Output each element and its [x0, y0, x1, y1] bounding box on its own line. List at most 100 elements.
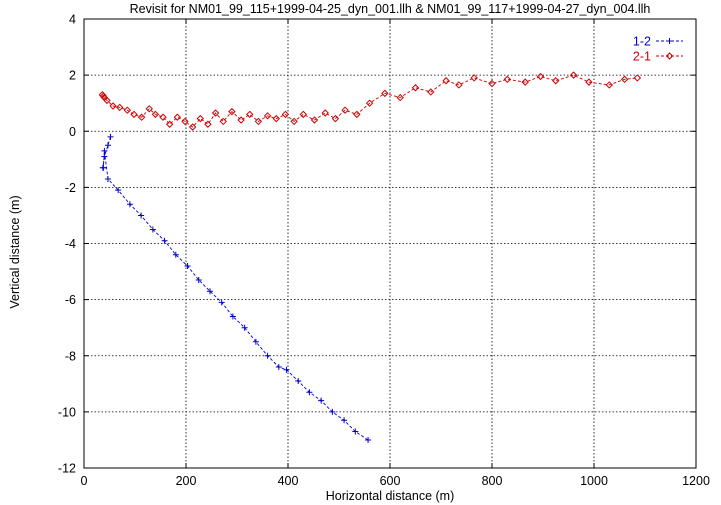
data-point-marker — [605, 81, 614, 89]
data-point-marker — [352, 428, 359, 435]
data-point-marker — [204, 120, 212, 128]
data-point-marker — [109, 102, 117, 110]
x-tick-label: 200 — [176, 474, 197, 488]
data-point-marker — [237, 116, 245, 124]
data-point-marker — [107, 133, 114, 140]
data-point-marker — [331, 114, 340, 123]
x-tick-label: 1200 — [682, 474, 710, 488]
series-0 — [99, 133, 372, 443]
data-point-marker — [295, 378, 302, 385]
data-point-marker — [165, 120, 174, 128]
y-tick-label: 4 — [69, 13, 76, 27]
data-point-marker — [299, 110, 308, 119]
data-point-marker — [211, 109, 220, 117]
y-tick-label: -2 — [65, 181, 76, 195]
data-point-marker — [188, 123, 197, 131]
data-point-marker — [666, 38, 673, 44]
data-point-marker — [396, 93, 404, 102]
plot-frame — [83, 18, 697, 469]
data-point-marker — [115, 187, 122, 194]
data-point-marker — [569, 71, 578, 79]
legend-label: 2-1 — [633, 50, 651, 64]
data-point-marker — [552, 77, 560, 85]
data-point-marker — [101, 147, 108, 154]
data-point-marker — [263, 112, 272, 120]
data-point-marker — [115, 103, 124, 112]
chart-title: Revisit for NM01_99_115+1999-04-25_dyn_0… — [130, 2, 651, 16]
data-point-marker — [272, 114, 280, 123]
data-point-marker — [281, 110, 290, 119]
y-tick-label: -8 — [65, 349, 76, 363]
data-point-marker — [427, 88, 435, 96]
x-tick-label: 0 — [81, 474, 88, 488]
data-point-marker — [321, 109, 329, 117]
data-point-marker — [151, 110, 160, 119]
data-point-marker — [318, 397, 325, 404]
data-point-marker — [181, 117, 189, 126]
data-point-marker — [365, 436, 372, 443]
data-point-marker — [241, 324, 248, 331]
series-layer — [98, 71, 642, 443]
x-axis-label: Horizontal distance (m) — [326, 489, 455, 503]
x-tick-label: 600 — [380, 474, 401, 488]
data-point-marker — [488, 79, 496, 88]
data-point-marker — [103, 96, 111, 105]
data-point-marker — [206, 288, 213, 295]
data-point-marker — [503, 75, 512, 84]
data-point-marker — [353, 110, 361, 119]
data-point-marker — [341, 417, 348, 424]
data-point-marker — [218, 299, 225, 306]
data-point-marker — [246, 110, 254, 119]
data-point-marker — [455, 81, 463, 89]
data-point-marker — [101, 153, 108, 160]
x-tick-label: 800 — [482, 474, 503, 488]
data-point-marker — [665, 52, 674, 60]
data-point-marker — [620, 75, 629, 84]
data-point-marker — [411, 84, 420, 92]
data-point-marker — [381, 89, 389, 98]
data-point-marker — [283, 366, 290, 373]
data-point-marker — [310, 116, 319, 124]
data-point-marker — [633, 74, 642, 82]
x-tick-labels: 0 200 400 600 800 1000 1200 — [81, 474, 710, 488]
grid-lines — [84, 19, 696, 468]
data-point-marker — [252, 338, 259, 345]
legend-label: 1-2 — [633, 35, 651, 49]
legend: 1-22-1 — [633, 35, 683, 64]
data-point-marker — [149, 226, 156, 233]
y-axis-label: Vertical distance (m) — [8, 195, 22, 308]
data-point-marker — [290, 117, 298, 126]
y-tick-label: -4 — [65, 237, 76, 251]
data-point-marker — [137, 113, 146, 121]
data-point-marker — [521, 78, 529, 86]
data-point-marker — [161, 237, 168, 244]
data-point-marker — [536, 72, 545, 81]
x-tick-label: 400 — [278, 474, 299, 488]
y-tick-label: 0 — [69, 125, 76, 139]
data-point-marker — [442, 77, 450, 85]
data-point-marker — [172, 251, 179, 258]
data-point-marker — [145, 105, 153, 113]
data-point-marker — [264, 352, 271, 359]
data-point-marker — [195, 276, 202, 283]
data-point-marker — [229, 313, 236, 320]
data-point-marker — [219, 117, 227, 126]
data-point-marker — [126, 201, 133, 208]
data-point-marker — [275, 363, 282, 370]
data-point-marker — [104, 142, 111, 149]
data-point-marker — [184, 262, 191, 269]
data-point-marker — [104, 175, 111, 182]
y-tick-label: -6 — [65, 293, 76, 307]
data-point-marker — [138, 212, 145, 219]
data-point-marker — [306, 389, 313, 396]
data-point-marker — [228, 107, 236, 116]
data-point-marker — [130, 110, 138, 119]
data-point-marker — [100, 164, 107, 171]
data-point-marker — [159, 113, 167, 121]
data-point-marker — [585, 78, 593, 86]
series-1 — [98, 71, 642, 131]
data-point-marker — [173, 113, 182, 121]
y-tick-label: 2 — [69, 69, 76, 83]
